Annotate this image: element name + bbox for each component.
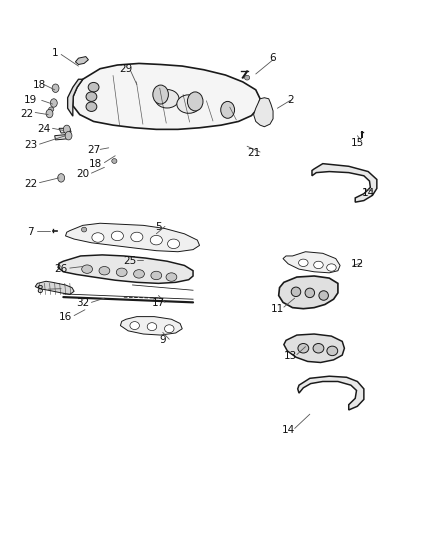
Text: 23: 23 [24,140,38,150]
Ellipse shape [88,83,99,92]
Polygon shape [67,79,83,116]
Ellipse shape [130,321,139,329]
Ellipse shape [151,271,162,280]
Polygon shape [59,128,71,133]
Ellipse shape [49,107,54,112]
Ellipse shape [168,239,180,248]
Circle shape [65,132,72,140]
Ellipse shape [112,159,117,164]
Circle shape [50,99,57,107]
Circle shape [187,92,203,111]
Ellipse shape [327,346,338,356]
Text: 18: 18 [33,79,46,90]
Text: 9: 9 [159,335,166,345]
Text: 5: 5 [155,222,162,232]
Text: 27: 27 [87,146,100,156]
Circle shape [153,85,168,104]
Polygon shape [55,135,67,140]
Polygon shape [298,376,364,410]
Polygon shape [58,255,193,284]
Text: 17: 17 [152,298,165,309]
Ellipse shape [327,264,336,271]
Polygon shape [35,281,74,294]
Ellipse shape [305,288,314,297]
Ellipse shape [313,343,324,353]
Text: 8: 8 [36,285,43,295]
Ellipse shape [86,92,97,101]
Polygon shape [254,98,273,127]
Circle shape [221,101,235,118]
Text: 20: 20 [76,169,89,179]
Text: 13: 13 [284,351,297,361]
Ellipse shape [82,265,92,273]
Ellipse shape [111,231,124,241]
Text: 15: 15 [351,138,364,148]
Polygon shape [73,63,260,130]
Text: 11: 11 [271,304,284,314]
Text: 7: 7 [28,227,34,237]
Text: 24: 24 [37,124,50,134]
Ellipse shape [244,75,250,80]
Text: 22: 22 [20,109,33,118]
Ellipse shape [81,227,87,232]
Ellipse shape [147,322,157,330]
Ellipse shape [150,236,162,245]
Text: 22: 22 [24,179,38,189]
Ellipse shape [117,268,127,277]
Text: 12: 12 [351,259,364,269]
Text: 25: 25 [124,256,137,266]
Ellipse shape [131,232,143,241]
Text: 19: 19 [24,95,38,106]
Polygon shape [284,334,344,362]
Ellipse shape [319,291,328,300]
Ellipse shape [298,343,309,353]
Polygon shape [75,56,88,64]
Ellipse shape [314,261,323,269]
Ellipse shape [166,273,177,281]
Polygon shape [283,252,340,273]
Ellipse shape [134,270,145,278]
Text: 32: 32 [76,298,89,309]
Ellipse shape [165,325,174,333]
Text: 21: 21 [247,148,260,158]
Polygon shape [66,223,200,252]
Text: 2: 2 [287,95,293,106]
Polygon shape [279,276,338,309]
Ellipse shape [92,233,104,242]
Ellipse shape [177,95,201,114]
Polygon shape [312,164,377,202]
Circle shape [64,125,70,134]
Ellipse shape [299,259,308,266]
Circle shape [52,84,59,92]
Ellipse shape [155,90,179,108]
Text: 18: 18 [89,159,102,168]
Polygon shape [120,317,182,335]
Text: 6: 6 [270,53,276,63]
Circle shape [46,109,53,118]
Text: 1: 1 [51,48,58,58]
Ellipse shape [291,287,301,296]
Circle shape [58,174,65,182]
Ellipse shape [99,266,110,275]
Text: 29: 29 [120,64,133,74]
Text: 26: 26 [55,264,68,274]
Text: 16: 16 [59,312,72,321]
Ellipse shape [86,102,97,111]
Text: 14: 14 [361,188,375,198]
Text: 14: 14 [282,425,295,435]
